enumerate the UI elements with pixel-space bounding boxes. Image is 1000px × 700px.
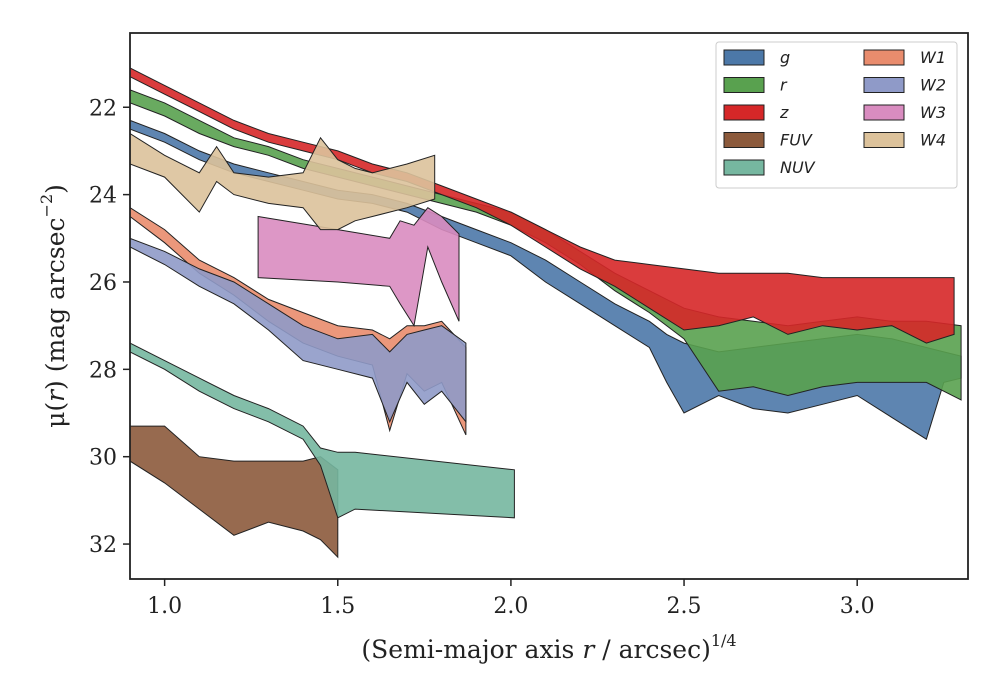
legend-label-w4: W4 xyxy=(920,131,946,150)
legend: grz FUV NUV W1 W2 W3 W4 xyxy=(715,41,958,189)
y-tick-label: 32 xyxy=(89,533,117,558)
x-tick-label: 3.0 xyxy=(840,594,875,619)
legend-label-w2: W2 xyxy=(920,76,946,95)
legend-swatch-w1 xyxy=(863,49,905,66)
legend-swatch-fuv xyxy=(723,132,765,148)
x-axis-label: (Semi-major axis r / arcsec)1/4 xyxy=(361,631,736,664)
band-w2 xyxy=(130,237,467,424)
y-tick-label: 22 xyxy=(89,96,117,121)
x-tick-label: 2.5 xyxy=(667,594,702,619)
legend-label-fuv: FUV xyxy=(780,131,813,150)
legend-label-g: g xyxy=(780,48,790,67)
y-tick-label: 28 xyxy=(89,358,117,383)
band-w3 xyxy=(257,207,460,328)
band-nuv xyxy=(130,342,515,519)
legend-label-nuv: NUV xyxy=(780,158,816,177)
legend-swatch-w2 xyxy=(863,77,905,93)
legend-swatch-w3 xyxy=(863,104,905,121)
legend-label-z: z xyxy=(779,103,789,122)
y-axis-label: μ(r) (mag arcsec−2) xyxy=(37,184,70,428)
x-axis: 1.0 1.5 2.0 2.5 3.0 xyxy=(147,579,875,619)
y-tick-label: 24 xyxy=(89,184,117,209)
legend-swatch-z xyxy=(723,104,765,121)
band-w4 xyxy=(130,132,436,231)
legend-swatch-nuv xyxy=(723,159,765,176)
band-layer xyxy=(130,67,962,559)
legend-swatch-g xyxy=(723,49,765,66)
y-axis: 22 24 26 28 30 32 xyxy=(89,96,130,558)
x-tick-label: 2.0 xyxy=(493,594,528,619)
legend-label-w1: W1 xyxy=(920,48,946,67)
legend-label-w3: W3 xyxy=(920,103,946,122)
legend-swatch-r xyxy=(723,77,765,93)
legend-swatch-w4 xyxy=(863,132,905,148)
y-tick-label: 26 xyxy=(89,271,117,296)
x-tick-label: 1.0 xyxy=(147,594,182,619)
y-tick-label: 30 xyxy=(89,446,117,471)
legend-label-r: r xyxy=(780,76,788,95)
plot-frame xyxy=(129,32,969,580)
band-fuv xyxy=(130,425,339,559)
x-tick-label: 1.5 xyxy=(320,594,355,619)
